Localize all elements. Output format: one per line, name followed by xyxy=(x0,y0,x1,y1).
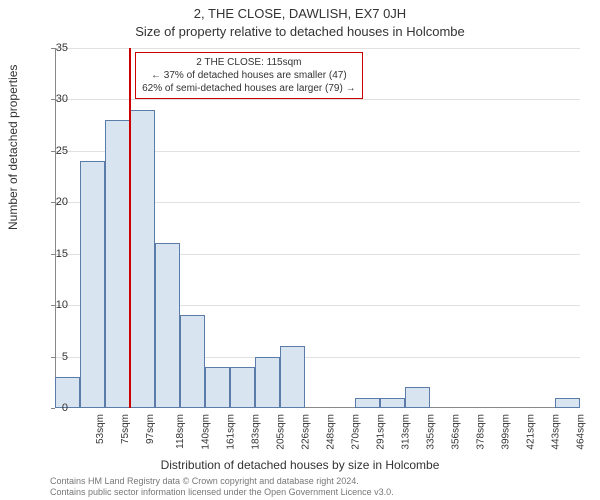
x-tick-label: 313sqm xyxy=(400,414,411,450)
y-tick-label: 0 xyxy=(43,402,68,414)
x-tick-label: 270sqm xyxy=(350,414,361,450)
y-axis-label: Number of detached properties xyxy=(6,65,20,230)
x-tick-label: 226sqm xyxy=(300,414,311,450)
histogram-bar xyxy=(230,367,255,408)
x-tick-label: 291sqm xyxy=(375,414,386,450)
x-tick-label: 205sqm xyxy=(275,414,286,450)
annotation-line: 2 THE CLOSE: 115sqm xyxy=(142,56,355,69)
histogram-bar xyxy=(130,110,155,408)
x-tick-label: 97sqm xyxy=(145,414,156,444)
y-tick-label: 20 xyxy=(43,196,68,208)
x-tick-label: 464sqm xyxy=(575,414,586,450)
grid-line xyxy=(55,48,580,49)
x-tick-label: 53sqm xyxy=(95,414,106,444)
histogram-bar xyxy=(155,243,180,408)
histogram-bar xyxy=(255,357,280,408)
page-title-address: 2, THE CLOSE, DAWLISH, EX7 0JH xyxy=(0,6,600,21)
y-tick-label: 35 xyxy=(43,42,68,54)
x-axis-label: Distribution of detached houses by size … xyxy=(0,458,600,472)
annotation-line: ← 37% of detached houses are smaller (47… xyxy=(142,69,355,82)
x-tick-label: 356sqm xyxy=(450,414,461,450)
x-tick-label: 183sqm xyxy=(250,414,261,450)
histogram-bar xyxy=(555,398,580,408)
y-tick-label: 10 xyxy=(43,299,68,311)
histogram-bar xyxy=(80,161,105,408)
histogram-bar xyxy=(180,315,205,408)
x-tick-label: 118sqm xyxy=(174,414,185,449)
x-tick-label: 161sqm xyxy=(225,414,236,450)
footer-line1: Contains HM Land Registry data © Crown c… xyxy=(50,476,394,487)
x-tick-label: 443sqm xyxy=(550,414,561,450)
histogram-bar xyxy=(205,367,230,408)
property-marker-line xyxy=(129,48,131,408)
x-tick-label: 140sqm xyxy=(200,414,211,450)
y-tick-label: 25 xyxy=(43,145,68,157)
x-tick-label: 75sqm xyxy=(120,414,131,444)
grid-line xyxy=(55,99,580,100)
x-tick-label: 399sqm xyxy=(500,414,511,450)
histogram-bar xyxy=(280,346,305,408)
x-tick-label: 378sqm xyxy=(475,414,486,450)
y-tick-label: 15 xyxy=(43,248,68,260)
page-subtitle: Size of property relative to detached ho… xyxy=(0,24,600,39)
histogram-bar xyxy=(380,398,405,408)
y-tick-label: 5 xyxy=(43,351,68,363)
x-tick-label: 335sqm xyxy=(425,414,436,450)
x-tick-label: 421sqm xyxy=(525,414,536,450)
footer-line2: Contains public sector information licen… xyxy=(50,487,394,498)
y-tick-label: 30 xyxy=(43,93,68,105)
annotation-callout: 2 THE CLOSE: 115sqm← 37% of detached hou… xyxy=(135,52,362,99)
histogram-bar xyxy=(105,120,130,408)
histogram-bar xyxy=(355,398,380,408)
annotation-line: 62% of semi-detached houses are larger (… xyxy=(142,82,355,95)
histogram-bar xyxy=(405,387,430,408)
x-tick-label: 248sqm xyxy=(325,414,336,450)
footer-attribution: Contains HM Land Registry data © Crown c… xyxy=(50,476,394,498)
plot-area: 2 THE CLOSE: 115sqm← 37% of detached hou… xyxy=(55,48,580,408)
